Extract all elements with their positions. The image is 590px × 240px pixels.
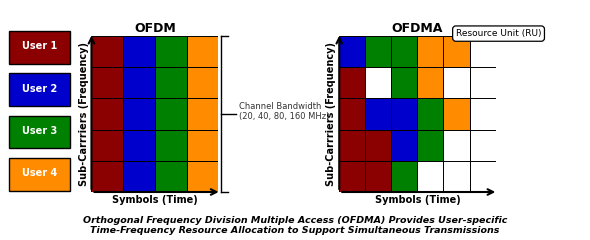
Bar [186, 67, 218, 98]
Bar [444, 161, 470, 192]
Bar [365, 98, 391, 130]
Bar [391, 130, 418, 161]
Bar [470, 130, 496, 161]
Bar [365, 36, 391, 67]
Bar [91, 36, 123, 67]
Bar [444, 36, 470, 67]
Bar [123, 36, 155, 67]
Text: Channel Bandwidth
(20, 40, 80, 160 MHz): Channel Bandwidth (20, 40, 80, 160 MHz) [239, 102, 329, 121]
Bar [339, 67, 365, 98]
Bar [186, 161, 218, 192]
Bar [91, 67, 123, 98]
Text: User 3: User 3 [22, 126, 57, 136]
Bar [470, 36, 496, 67]
Bar [186, 98, 218, 130]
Bar [417, 98, 444, 130]
Bar [391, 67, 418, 98]
Bar [339, 98, 365, 130]
Bar [365, 130, 391, 161]
Bar [339, 130, 365, 161]
FancyBboxPatch shape [9, 31, 70, 64]
Bar [391, 98, 418, 130]
Text: Resource Unit (RU): Resource Unit (RU) [456, 29, 541, 38]
Bar [417, 161, 444, 192]
Bar [123, 67, 155, 98]
Bar [155, 161, 186, 192]
Bar [91, 98, 123, 130]
Bar [391, 36, 418, 67]
FancyBboxPatch shape [9, 116, 70, 148]
Bar [444, 98, 470, 130]
Bar [444, 67, 470, 98]
Bar [470, 98, 496, 130]
Bar [391, 161, 418, 192]
Bar [123, 161, 155, 192]
Bar [365, 67, 391, 98]
Text: User 1: User 1 [22, 42, 57, 51]
X-axis label: Symbols (Time): Symbols (Time) [112, 195, 198, 205]
Bar [339, 161, 365, 192]
Y-axis label: Sub-Carrriers (Frequency): Sub-Carrriers (Frequency) [326, 42, 336, 186]
Bar [186, 130, 218, 161]
Bar [91, 130, 123, 161]
Bar [91, 161, 123, 192]
FancyBboxPatch shape [9, 158, 70, 191]
Bar [444, 130, 470, 161]
Bar [123, 98, 155, 130]
Bar [417, 36, 444, 67]
Bar [470, 67, 496, 98]
X-axis label: Symbols (Time): Symbols (Time) [375, 195, 460, 205]
Text: User 2: User 2 [22, 84, 57, 94]
Bar [365, 161, 391, 192]
Title: OFDMA: OFDMA [392, 22, 443, 35]
Bar [339, 36, 365, 67]
Bar [417, 67, 444, 98]
Bar [123, 130, 155, 161]
Title: OFDM: OFDM [134, 22, 176, 35]
Bar [186, 36, 218, 67]
Bar [155, 36, 186, 67]
Text: User 4: User 4 [22, 168, 57, 179]
Bar [470, 161, 496, 192]
Bar [417, 130, 444, 161]
Y-axis label: Sub-Carrriers (Frequency): Sub-Carrriers (Frequency) [78, 42, 88, 186]
Text: Orthogonal Frequency Division Multiple Access (OFDMA) Provides User-specific
Tim: Orthogonal Frequency Division Multiple A… [83, 216, 507, 235]
FancyBboxPatch shape [9, 73, 70, 106]
Bar [155, 67, 186, 98]
Bar [155, 130, 186, 161]
Bar [155, 98, 186, 130]
